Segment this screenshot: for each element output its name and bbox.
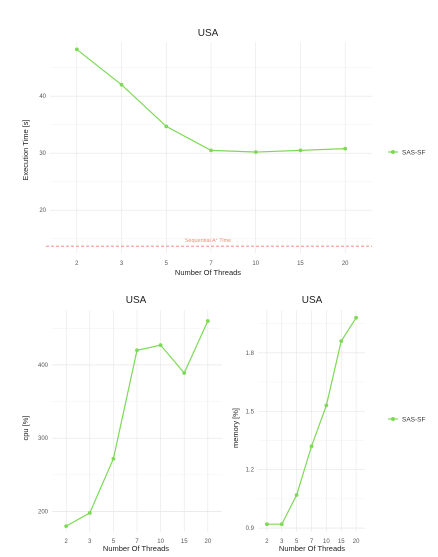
data-point (324, 403, 329, 408)
data-point (158, 343, 163, 348)
y-tick-label: 30 (39, 151, 46, 157)
data-point (209, 148, 213, 153)
data-point (343, 146, 348, 151)
chart-title: USA (126, 295, 147, 306)
chart-title: USA (198, 28, 219, 39)
x-tick-label: 20 (204, 539, 211, 545)
x-tick-label: 5 (165, 261, 169, 267)
x-tick-label: 10 (157, 539, 164, 545)
y-tick-label: 1.5 (246, 409, 255, 415)
memory-chart: USA Number Of Threads memory [%] 0.9 1.2 1… (231, 295, 365, 553)
legend: SAS-SF (388, 417, 426, 424)
x-tick-label: 2 (75, 261, 79, 267)
x-tick-label: 3 (280, 539, 284, 545)
x-tick-label: 3 (88, 539, 92, 545)
data-point (253, 150, 258, 154)
y-tick-label: 40 (39, 94, 46, 100)
legend-marker (391, 417, 395, 421)
data-point (182, 371, 187, 375)
execution-time-chart: USA Number Of Threads Execution Time [s]… (21, 28, 372, 277)
x-tick-label: 5 (112, 539, 116, 545)
x-tick-label: 3 (120, 261, 124, 267)
y-tick-label: 200 (38, 509, 49, 515)
y-axis-title: cpu [%] (21, 415, 30, 440)
y-tick-label: 1.2 (246, 468, 255, 474)
x-tick-label: 7 (209, 261, 213, 267)
x-tick-label: 10 (323, 539, 330, 545)
data-point (64, 524, 69, 529)
legend-marker (391, 150, 395, 154)
legend-label: SAS-SF (402, 150, 426, 157)
data-point (164, 124, 169, 129)
data-point (111, 456, 116, 461)
legend: SAS-SF (388, 150, 426, 157)
x-axis-title: Number Of Threads (103, 544, 169, 553)
x-tick-label: 2 (64, 539, 68, 545)
x-tick-label: 5 (295, 539, 299, 545)
y-tick-label: 400 (38, 363, 49, 369)
data-point (339, 339, 344, 344)
data-point (135, 348, 139, 353)
x-axis-title: Number Of Threads (175, 268, 241, 277)
y-axis-title: memory [%] (231, 408, 240, 448)
legend-label: SAS-SF (402, 417, 426, 424)
data-point (298, 148, 303, 153)
reference-line-label: Sequential A* Time (185, 238, 231, 244)
data-point (205, 319, 210, 323)
y-tick-label: 1.8 (246, 351, 255, 357)
x-tick-label: 15 (181, 539, 188, 545)
x-tick-label: 20 (353, 539, 360, 545)
x-tick-label: 10 (252, 261, 259, 267)
data-point (354, 315, 358, 320)
chart-title: USA (302, 295, 323, 306)
data-point (294, 493, 299, 497)
x-tick-label: 7 (135, 539, 139, 545)
x-tick-label: 15 (297, 261, 304, 267)
x-axis-title: Number Of Threads (279, 544, 345, 553)
y-tick-label: 20 (39, 208, 46, 214)
x-tick-label: 15 (338, 539, 345, 545)
cpu-chart: USA Number Of Threads cpu [%] 200 300 400 2… (21, 295, 222, 553)
x-tick-label: 2 (265, 539, 269, 545)
x-tick-label: 7 (310, 539, 314, 545)
data-point (74, 47, 79, 52)
x-tick-label: 20 (342, 261, 349, 267)
y-tick-label: 0.9 (246, 526, 255, 532)
y-axis-title: Execution Time [s] (21, 119, 30, 180)
data-point (119, 82, 124, 87)
data-point (279, 522, 284, 527)
y-tick-label: 300 (38, 436, 49, 442)
data-point (87, 511, 92, 515)
data-point (309, 444, 314, 449)
data-point (265, 522, 269, 527)
